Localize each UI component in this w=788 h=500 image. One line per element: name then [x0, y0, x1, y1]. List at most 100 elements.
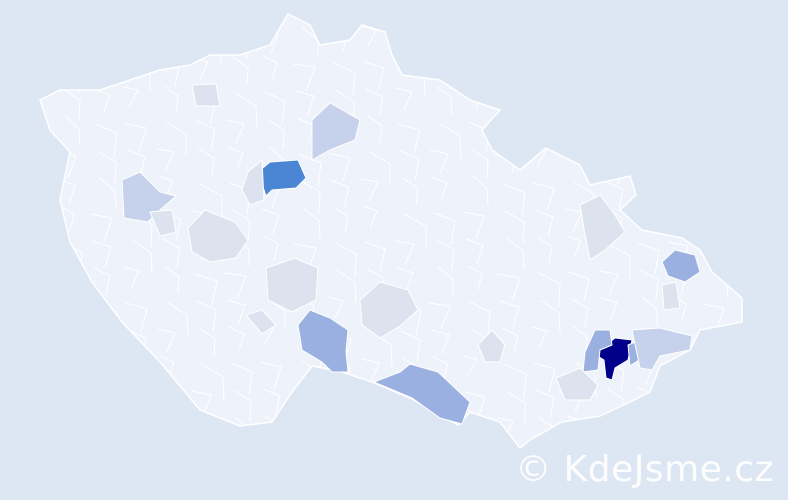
district-border	[361, 25, 377, 47]
district-border	[538, 272, 561, 308]
district-border	[92, 420, 113, 448]
district-border	[62, 421, 84, 448]
district-border	[395, 420, 416, 447]
district-border	[436, 86, 453, 116]
district-border	[496, 93, 520, 122]
district-border	[534, 209, 554, 238]
district-border	[363, 385, 379, 409]
district-border	[360, 178, 379, 202]
district-border	[435, 239, 455, 271]
district-border	[639, 269, 659, 301]
district-border	[156, 148, 175, 172]
district-border	[90, 393, 114, 424]
district-border	[462, 31, 484, 58]
region-low-8[interactable]	[121, 171, 178, 223]
district-border	[432, 356, 449, 382]
district-border	[503, 30, 524, 63]
district-border	[535, 389, 555, 419]
district-border	[157, 328, 176, 353]
district-border	[429, 149, 449, 175]
district-border	[262, 388, 281, 416]
district-border	[335, 422, 358, 448]
district-border	[333, 386, 350, 415]
region-minimal-14[interactable]	[555, 367, 599, 401]
region-minimal-10[interactable]	[187, 209, 249, 263]
district-border	[465, 238, 484, 265]
district-border	[501, 327, 519, 355]
district-border	[641, 296, 658, 326]
district-border	[674, 178, 693, 210]
district-border	[166, 301, 189, 338]
region-minimal-13[interactable]	[579, 194, 626, 261]
region-minimal-12[interactable]	[359, 281, 419, 339]
district-border	[132, 239, 153, 274]
district-border	[293, 243, 317, 273]
district-border	[122, 419, 142, 444]
district-border	[504, 210, 525, 244]
region-highest-0[interactable]	[595, 337, 633, 381]
region-minimal-20[interactable]	[661, 281, 681, 311]
district-border	[709, 87, 727, 118]
district-border	[197, 147, 215, 177]
district-border	[327, 296, 344, 319]
district-border	[126, 149, 146, 178]
district-border	[165, 121, 187, 156]
region-minimal-18[interactable]	[149, 209, 177, 237]
district-border	[706, 213, 730, 248]
region-medium-3[interactable]	[372, 363, 471, 425]
district-border	[566, 235, 582, 258]
district-border	[431, 176, 448, 201]
region-medium-5[interactable]	[582, 329, 613, 373]
district-border	[708, 240, 729, 274]
district-border	[570, 298, 589, 328]
district-border	[606, 63, 630, 100]
district-border	[569, 118, 588, 147]
district-border	[572, 325, 588, 354]
district-border	[195, 120, 216, 151]
region-low-9[interactable]	[631, 327, 693, 371]
region-low-7[interactable]	[311, 102, 361, 161]
district-border	[330, 179, 350, 208]
district-border	[63, 268, 82, 300]
region-minimal-15[interactable]	[477, 329, 506, 363]
district-border	[263, 235, 279, 261]
district-border	[472, 175, 489, 206]
district-border	[60, 61, 82, 94]
district-border	[88, 357, 106, 380]
district-border	[600, 297, 618, 322]
district-border	[675, 358, 694, 390]
district-border	[598, 270, 619, 296]
district-border	[361, 358, 380, 383]
district-border	[62, 88, 81, 120]
region-medium-4[interactable]	[661, 249, 701, 283]
district-border	[703, 330, 724, 359]
district-border	[367, 115, 383, 143]
district-border	[191, 390, 212, 417]
region-minimal-16[interactable]	[191, 83, 221, 107]
district-border	[125, 302, 148, 333]
district-border	[262, 55, 278, 80]
district-border	[224, 272, 247, 300]
district-border	[292, 63, 316, 92]
district-border	[94, 123, 118, 158]
district-border	[54, 295, 70, 316]
district-border	[395, 87, 413, 111]
district-border	[533, 29, 553, 57]
district-border	[428, 302, 451, 330]
region-medium-2[interactable]	[297, 309, 349, 373]
district-border	[666, 385, 682, 406]
district-border	[124, 122, 147, 152]
district-border	[567, 91, 589, 121]
district-border	[292, 387, 310, 410]
district-border	[603, 180, 624, 211]
district-border	[328, 152, 351, 182]
region-minimal-11[interactable]	[265, 257, 319, 313]
region-minimal-17[interactable]	[241, 158, 265, 206]
district-border	[467, 265, 483, 291]
district-border	[607, 243, 631, 280]
district-border	[196, 300, 217, 332]
district-border	[122, 86, 139, 108]
district-border	[266, 118, 285, 150]
region-minimal-19[interactable]	[245, 309, 277, 335]
